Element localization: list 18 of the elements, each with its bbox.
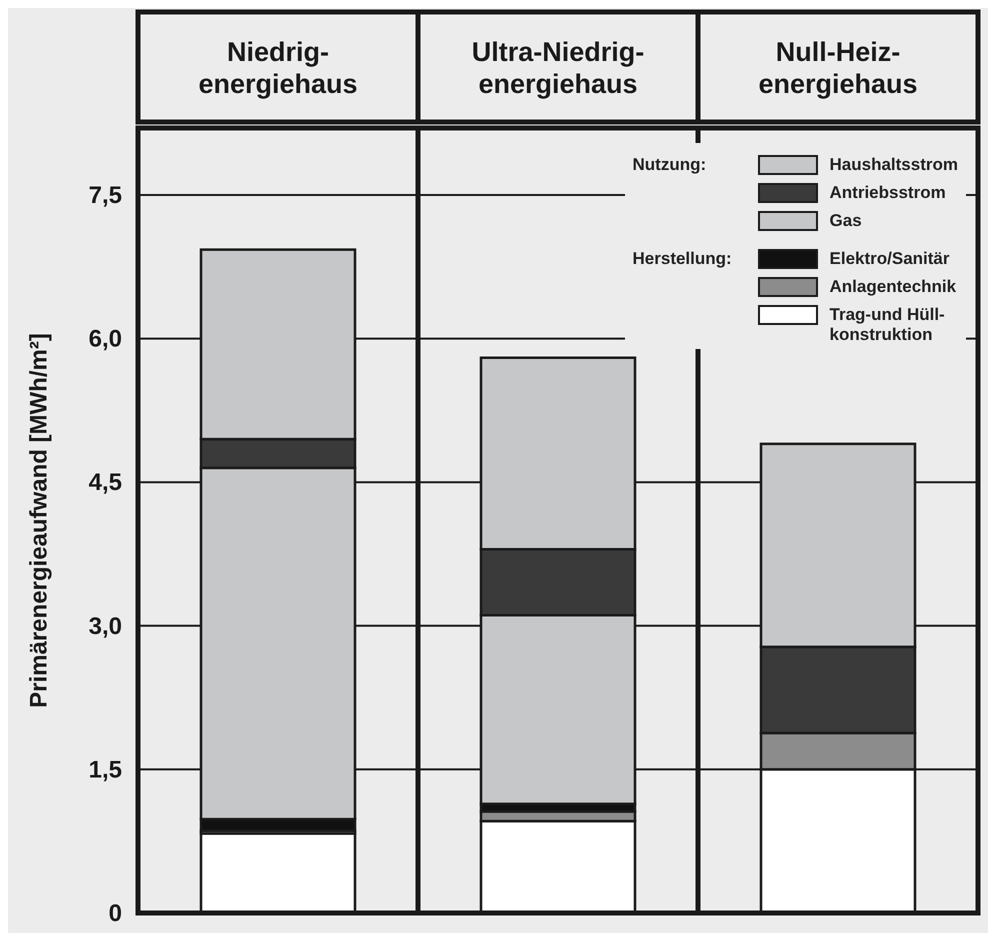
legend-label: Gas (830, 211, 862, 231)
annotation: Nutzung: (632, 155, 708, 175)
y-tick-label: 0 (108, 900, 122, 927)
legend-label: Anlagentechnik (830, 277, 956, 297)
y-tick-label: 4,5 (88, 469, 122, 496)
legend-label: Antriebsstrom (830, 183, 946, 203)
y-tick-label: 6,0 (88, 326, 122, 353)
x-tick-label: Niedrig-energiehaus (198, 37, 358, 99)
y-axis-title: Primärenergieaufwand [MWh/m²] (26, 333, 53, 708)
y-tick-label: 3,0 (88, 612, 122, 640)
legend-label: Trag-und Hüll-konstruktion (830, 305, 945, 345)
y-tick-label: 1,5 (88, 756, 122, 784)
legend-label: Elektro/Sanitär (830, 249, 950, 269)
x-tick-label: Ultra-Niedrig-energiehaus (472, 37, 644, 99)
annotation: Herstellung: (632, 249, 733, 269)
y-tick-label: 7,5 (88, 182, 122, 210)
legend-label: Haushaltsstrom (830, 155, 958, 175)
x-tick-label: Null-Heiz-energiehaus (758, 37, 918, 99)
